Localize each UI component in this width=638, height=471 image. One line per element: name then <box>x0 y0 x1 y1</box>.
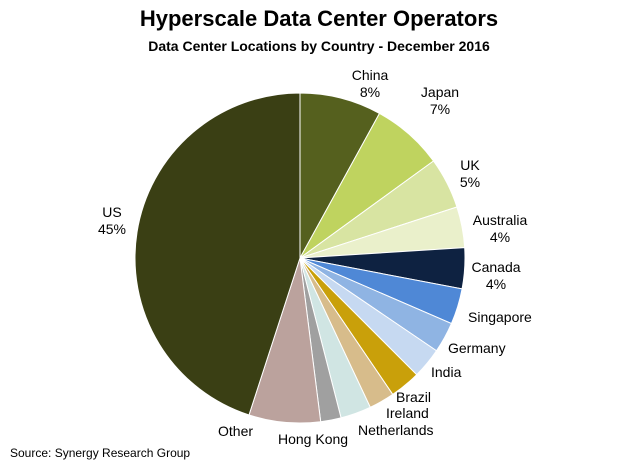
source-note: Source: Synergy Research Group <box>10 446 191 460</box>
slice-label: Brazil <box>396 389 431 405</box>
slice-label: China 8% <box>352 67 389 100</box>
pie-slice-us <box>134 92 301 416</box>
slice-value-label: 7% <box>430 101 450 117</box>
slice-label: Other <box>218 423 253 439</box>
slice-label: Ireland <box>386 405 429 421</box>
slice-value-label: 4% <box>486 276 506 292</box>
slice-label: Canada 4% <box>471 259 520 292</box>
slice-value-label: 4% <box>490 229 510 245</box>
slice-value-label: 8% <box>360 84 380 100</box>
slice-label: Australia 4% <box>473 212 528 245</box>
slice-label: Japan 7% <box>421 84 459 117</box>
slice-label: US 45% <box>98 204 126 237</box>
slice-label: UK 5% <box>460 157 481 190</box>
slice-label: Singapore <box>468 309 532 325</box>
slice-label: Germany <box>448 340 506 356</box>
slice-label: Netherlands <box>358 422 434 438</box>
slice-value-label: 5% <box>460 174 480 190</box>
slice-label: Hong Kong <box>278 431 348 447</box>
slice-label: India <box>431 364 462 380</box>
slice-value-label: 45% <box>98 221 126 237</box>
chart-title: Hyperscale Data Center Operators <box>139 6 499 31</box>
chart-subtitle: Data Center Locations by Country - Decem… <box>148 38 490 54</box>
